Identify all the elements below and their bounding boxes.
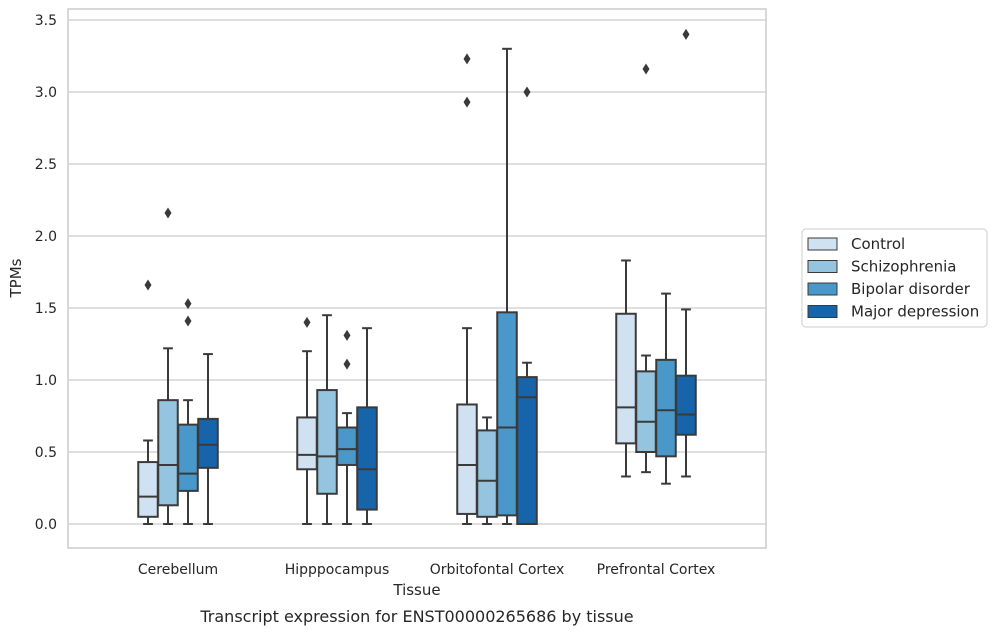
box-groups xyxy=(137,28,697,525)
chart-caption: Transcript expression for ENST0000026568… xyxy=(199,607,633,626)
y-tick-label: 2.0 xyxy=(35,229,57,245)
box-control xyxy=(456,53,478,525)
box-iqr xyxy=(356,406,378,511)
outlier-marker xyxy=(343,329,351,341)
box-iqr xyxy=(496,311,518,517)
x-tick-label: Cerebellum xyxy=(138,562,218,578)
outlier-marker xyxy=(144,279,152,291)
legend-label: Major depression xyxy=(851,303,979,321)
box-iqr xyxy=(615,312,637,445)
legend: Control Schizophrenia Bipolar disorder Majo… xyxy=(801,228,988,328)
x-axis-label: Tissue xyxy=(392,581,440,599)
box-bipolar-disorder xyxy=(655,292,677,485)
outlier-marker xyxy=(303,316,311,328)
x-tick-label: Orbitofontal Cortex xyxy=(430,562,565,578)
box-schizophrenia xyxy=(476,416,498,525)
outlier-marker xyxy=(184,298,192,310)
x-tick-label: Prefrontal Cortex xyxy=(597,562,716,578)
box-major-depression xyxy=(516,86,538,525)
legend-swatch xyxy=(807,237,838,251)
outlier-marker xyxy=(164,207,172,219)
box-iqr xyxy=(675,374,697,436)
legend-label: Control xyxy=(851,235,905,253)
box-iqr xyxy=(456,403,478,515)
y-tick-label: 3.5 xyxy=(35,13,57,29)
legend-swatch xyxy=(807,282,838,296)
plot-area-frame xyxy=(67,8,767,549)
box-bipolar-disorder xyxy=(336,329,358,525)
y-tick-label: 0.5 xyxy=(35,445,57,461)
box-bipolar-disorder xyxy=(177,298,199,525)
x-axis-ticks: Cerebellum Hipppocampus Orbitofontal Corte… xyxy=(138,562,715,578)
y-axis-label: TPMs xyxy=(7,258,25,298)
box-iqr xyxy=(635,370,657,453)
box-iqr xyxy=(655,358,677,458)
box-control xyxy=(296,316,318,525)
legend-swatch xyxy=(807,305,838,318)
box-schizophrenia xyxy=(157,207,179,525)
box-iqr xyxy=(177,423,199,492)
box-schizophrenia xyxy=(316,314,338,525)
outlier-marker xyxy=(523,86,531,98)
legend-label: Schizophrenia xyxy=(851,258,956,276)
y-axis-ticks: 0.0 0.5 1.0 1.5 2.0 2.5 3.0 3.5 xyxy=(35,13,57,533)
box-control xyxy=(137,279,159,525)
legend-label: Bipolar disorder xyxy=(851,280,971,298)
outlier-marker xyxy=(682,28,690,40)
box-bipolar-disorder xyxy=(496,47,518,525)
y-tick-label: 2.5 xyxy=(35,157,57,173)
box-iqr xyxy=(197,417,219,469)
box-control xyxy=(615,259,637,478)
box-major-depression xyxy=(675,28,697,478)
outlier-marker xyxy=(463,96,471,108)
y-tick-label: 1.0 xyxy=(35,373,57,389)
outlier-marker xyxy=(184,315,192,327)
box-major-depression xyxy=(356,327,378,525)
x-tick-label: Hipppocampus xyxy=(285,562,390,578)
box-iqr xyxy=(296,416,318,471)
box-iqr xyxy=(316,389,338,495)
box-major-depression xyxy=(197,353,219,525)
outlier-marker xyxy=(463,53,471,65)
box-schizophrenia xyxy=(635,63,657,474)
box-iqr xyxy=(157,399,179,507)
box-iqr xyxy=(137,461,159,518)
outlier-marker xyxy=(642,63,650,75)
legend-swatch xyxy=(807,260,838,273)
outlier-marker xyxy=(343,358,351,370)
y-tick-label: 3.0 xyxy=(35,85,57,101)
y-tick-label: 1.5 xyxy=(35,301,57,317)
box-iqr xyxy=(476,429,498,518)
legend-frame xyxy=(801,228,988,328)
box-iqr xyxy=(516,376,538,525)
y-tick-label: 0.0 xyxy=(35,517,57,533)
box-iqr xyxy=(336,426,358,466)
